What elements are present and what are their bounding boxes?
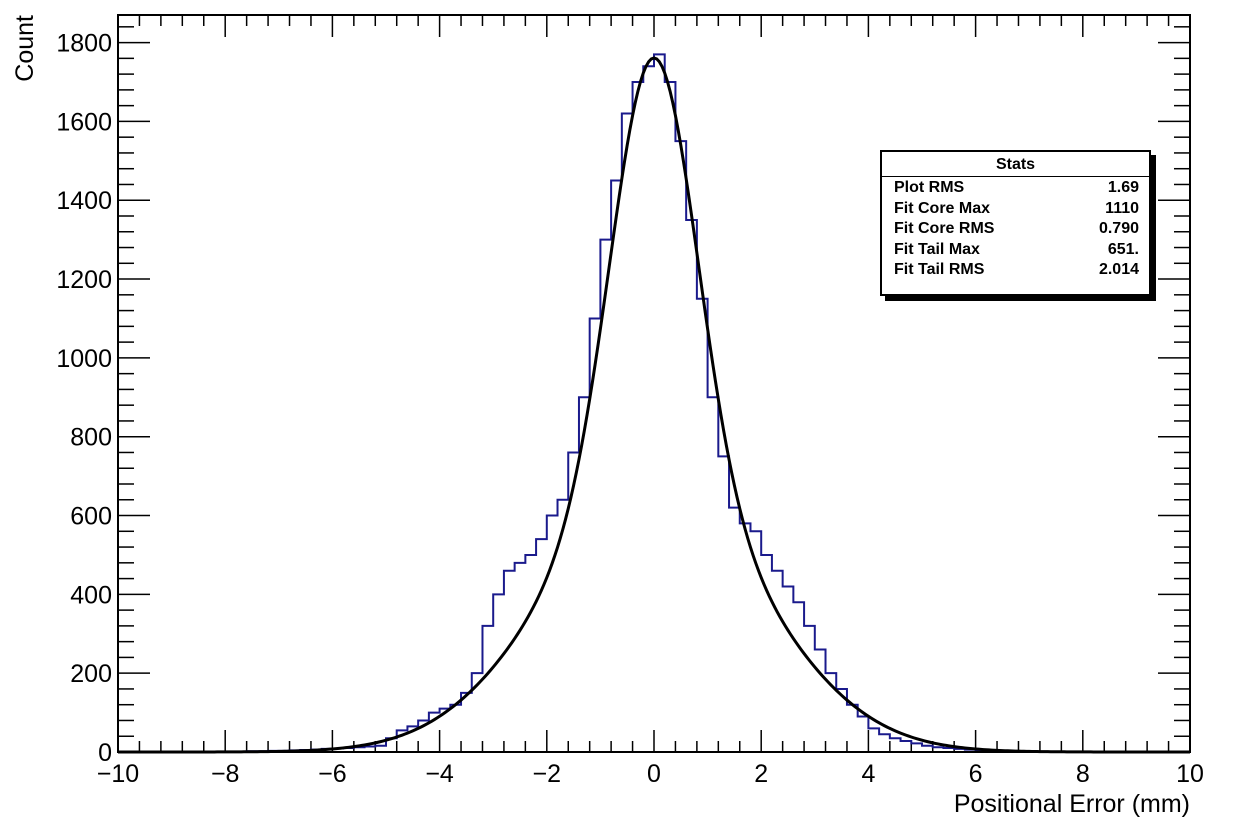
stats-value: 1110 bbox=[1105, 199, 1139, 217]
stats-value: 2.014 bbox=[1098, 261, 1139, 278]
stats-row: Plot RMS 1.69 bbox=[882, 177, 1149, 198]
stats-row: Fit Core RMS 0.790 bbox=[882, 218, 1149, 239]
y-tick-label: 800 bbox=[70, 424, 112, 452]
stats-row: Fit Tail RMS 2.014 bbox=[882, 259, 1149, 280]
stats-rows: Plot RMS 1.69 Fit Core Max 1110 Fit Core RMS… bbox=[882, 177, 1149, 280]
y-tick-label: 600 bbox=[70, 503, 112, 531]
x-tick-label: −4 bbox=[425, 760, 454, 788]
stats-row: Fit Core Max 1110 bbox=[882, 198, 1149, 219]
stats-box: Stats Plot RMS 1.69 Fit Core Max 1110 Fit Co… bbox=[880, 150, 1151, 296]
stats-row: Fit Tail Max 651. bbox=[882, 239, 1149, 260]
x-tick-label: 0 bbox=[647, 760, 661, 788]
stats-value: 651. bbox=[1107, 240, 1139, 258]
stats-value: 0.790 bbox=[1098, 220, 1139, 237]
y-tick-label: 1200 bbox=[56, 266, 112, 294]
x-tick-labels: −10 −8 −6 −4 −2 0 2 4 6 8 10 bbox=[97, 760, 1204, 788]
x-axis-label: Positional Error (mm) bbox=[954, 790, 1190, 818]
x-tick-label: 10 bbox=[1176, 760, 1204, 788]
y-tick-label: 400 bbox=[70, 581, 112, 609]
x-tick-label: −2 bbox=[533, 760, 562, 788]
stats-label: Fit Tail RMS bbox=[894, 261, 985, 278]
stats-label: Fit Tail Max bbox=[894, 240, 980, 258]
plot-frame bbox=[117, 14, 1191, 753]
x-tick-label: −8 bbox=[211, 760, 240, 788]
stats-label: Plot RMS bbox=[894, 179, 965, 196]
stats-value: 1.69 bbox=[1107, 179, 1139, 196]
axis-ticks bbox=[117, 15, 1191, 753]
x-tick-label: 6 bbox=[969, 760, 983, 788]
x-tick-label: −6 bbox=[318, 760, 347, 788]
x-tick-label: 8 bbox=[1076, 760, 1090, 788]
y-tick-label: 200 bbox=[70, 660, 112, 688]
y-tick-label: 1000 bbox=[56, 345, 112, 373]
x-tick-label: −10 bbox=[97, 760, 139, 788]
y-tick-label: 1800 bbox=[56, 30, 112, 58]
stats-label: Fit Core RMS bbox=[894, 220, 995, 237]
stats-title: Stats bbox=[882, 152, 1149, 177]
fit-curve bbox=[118, 56, 1190, 754]
y-tick-label: 0 bbox=[98, 739, 112, 767]
stats-label: Fit Core Max bbox=[894, 199, 991, 217]
y-tick-label: 1600 bbox=[56, 108, 112, 136]
y-tick-labels: 0 200 400 600 800 1000 1200 1400 1600 1800 bbox=[56, 30, 112, 767]
y-axis-label: Count bbox=[11, 15, 39, 82]
x-tick-label: 2 bbox=[754, 760, 768, 788]
x-tick-label: 4 bbox=[861, 760, 875, 788]
y-tick-label: 1400 bbox=[56, 187, 112, 215]
